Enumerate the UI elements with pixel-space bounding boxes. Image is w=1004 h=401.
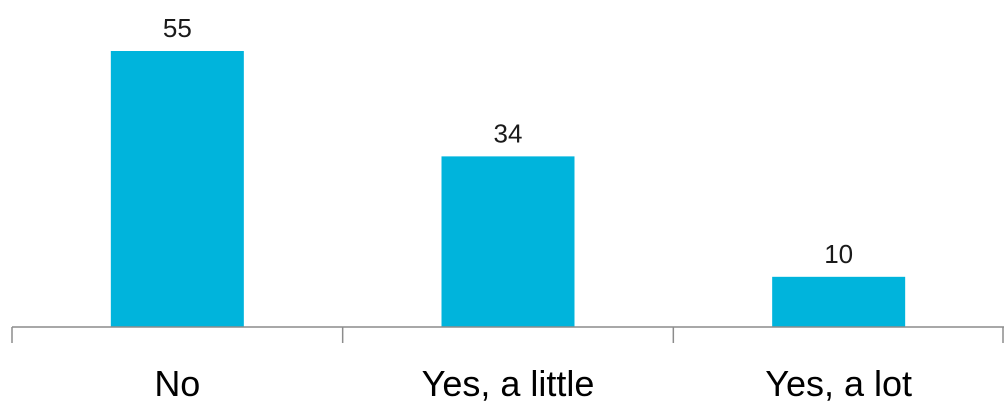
data-label-2: 10 [824, 239, 853, 269]
bar-1 [441, 156, 575, 327]
category-label-0: No [154, 363, 200, 401]
category-label-1: Yes, a little [422, 363, 595, 401]
category-label-2: Yes, a lot [765, 363, 912, 401]
x-axis-ticks [11, 327, 1004, 343]
data-label-1: 34 [494, 118, 523, 148]
category-labels-group: No Yes, a little Yes, a lot [154, 363, 912, 401]
data-labels-group: 55 34 10 [163, 13, 853, 269]
data-label-0: 55 [163, 13, 192, 43]
bar-0 [110, 51, 244, 327]
bar-2 [772, 276, 906, 327]
bars-group [110, 51, 906, 327]
